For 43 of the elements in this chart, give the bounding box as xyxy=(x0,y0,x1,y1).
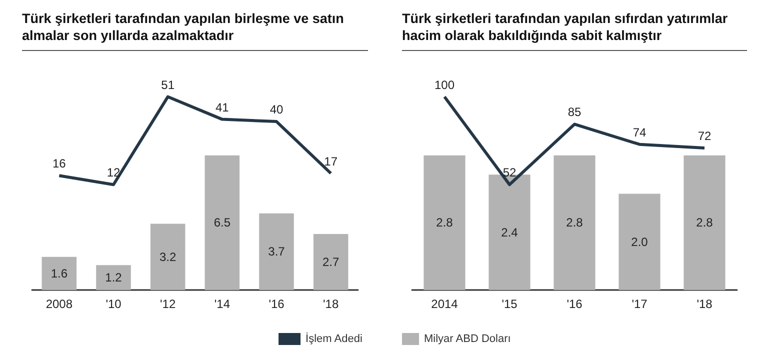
data-label: 52 xyxy=(502,166,516,180)
data-label: 3.7 xyxy=(268,244,286,259)
data-label: 12 xyxy=(106,166,120,180)
data-label: 100 xyxy=(434,78,455,92)
data-label: 74 xyxy=(632,125,646,140)
data-label: 2.7 xyxy=(322,255,340,270)
data-label: 41 xyxy=(215,100,230,114)
x-tick-label: 2014 xyxy=(431,297,458,311)
x-tick-label: '18 xyxy=(696,297,713,311)
bar xyxy=(42,256,77,290)
data-label: 2.8 xyxy=(696,216,714,230)
bar xyxy=(96,265,131,290)
x-tick-label: '14 xyxy=(214,297,230,311)
data-label: 17 xyxy=(324,154,338,168)
bar xyxy=(259,213,294,290)
x-tick-label: '12 xyxy=(160,297,176,311)
data-label: 3.2 xyxy=(159,250,176,264)
data-label: 16 xyxy=(52,156,66,171)
x-tick-label: 2008 xyxy=(46,297,73,311)
data-label: 2.4 xyxy=(501,225,518,240)
bar xyxy=(204,155,240,290)
legend-label: Milyar ABD Doları xyxy=(424,333,511,345)
x-tick-label: '15 xyxy=(502,297,518,311)
data-label: 40 xyxy=(270,102,284,117)
data-label: 6.5 xyxy=(214,216,231,230)
legend-label: İşlem Adedi xyxy=(306,332,362,345)
chart-title: Türk şirketleri tarafından yapılan sıfırdan yatırımlar hacim olarak bakıldığında sabit kalmıştır xyxy=(402,10,747,51)
x-tick-label: '16 xyxy=(566,297,583,311)
data-label: 1.2 xyxy=(105,270,122,285)
data-label: 85 xyxy=(568,105,582,120)
data-label: 2.0 xyxy=(631,234,648,249)
x-tick-label: '10 xyxy=(106,297,122,311)
data-label: 2.8 xyxy=(566,216,584,230)
bar xyxy=(313,234,348,290)
x-tick-label: '17 xyxy=(632,297,648,311)
bar xyxy=(150,224,186,290)
chart-title: Türk şirketleri tarafından yapılan birleşme ve satın almalar son yıllarda azalmaktadır xyxy=(22,10,368,51)
data-label: 2.8 xyxy=(436,216,454,230)
data-label: 51 xyxy=(161,78,175,92)
x-tick-label: '18 xyxy=(323,297,339,311)
data-label: 72 xyxy=(698,129,712,144)
data-label: 1.6 xyxy=(50,266,68,280)
x-tick-label: '16 xyxy=(268,297,285,311)
